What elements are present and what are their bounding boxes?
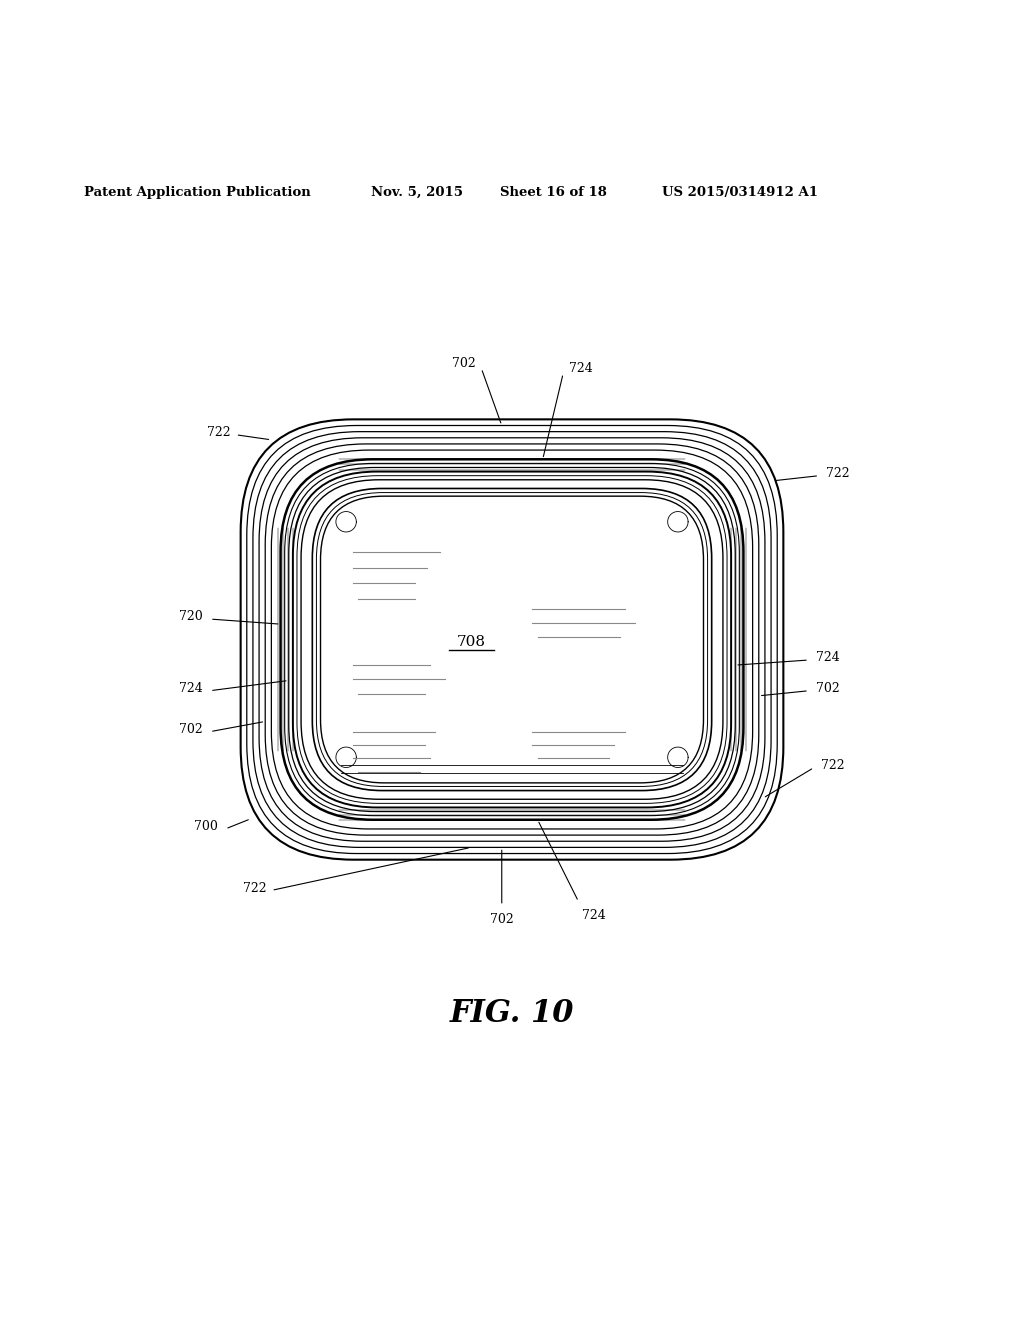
Text: 702: 702 bbox=[489, 913, 514, 925]
Text: 722: 722 bbox=[207, 426, 230, 440]
Text: Sheet 16 of 18: Sheet 16 of 18 bbox=[500, 186, 606, 198]
Text: FIG. 10: FIG. 10 bbox=[450, 998, 574, 1028]
FancyBboxPatch shape bbox=[321, 496, 703, 783]
Text: 720: 720 bbox=[179, 610, 203, 623]
Text: 708: 708 bbox=[457, 635, 485, 648]
Text: 722: 722 bbox=[821, 759, 845, 772]
Text: 724: 724 bbox=[569, 362, 593, 375]
Text: 700: 700 bbox=[195, 821, 218, 833]
Text: Nov. 5, 2015: Nov. 5, 2015 bbox=[371, 186, 463, 198]
Text: 702: 702 bbox=[453, 356, 476, 370]
Text: 724: 724 bbox=[179, 682, 203, 696]
Text: Patent Application Publication: Patent Application Publication bbox=[84, 186, 310, 198]
Text: 724: 724 bbox=[582, 909, 605, 921]
Text: US 2015/0314912 A1: US 2015/0314912 A1 bbox=[662, 186, 817, 198]
Text: 722: 722 bbox=[243, 882, 266, 895]
Text: 722: 722 bbox=[826, 467, 850, 480]
Text: 702: 702 bbox=[179, 723, 203, 737]
Text: 702: 702 bbox=[816, 682, 840, 696]
Text: 724: 724 bbox=[816, 652, 840, 664]
